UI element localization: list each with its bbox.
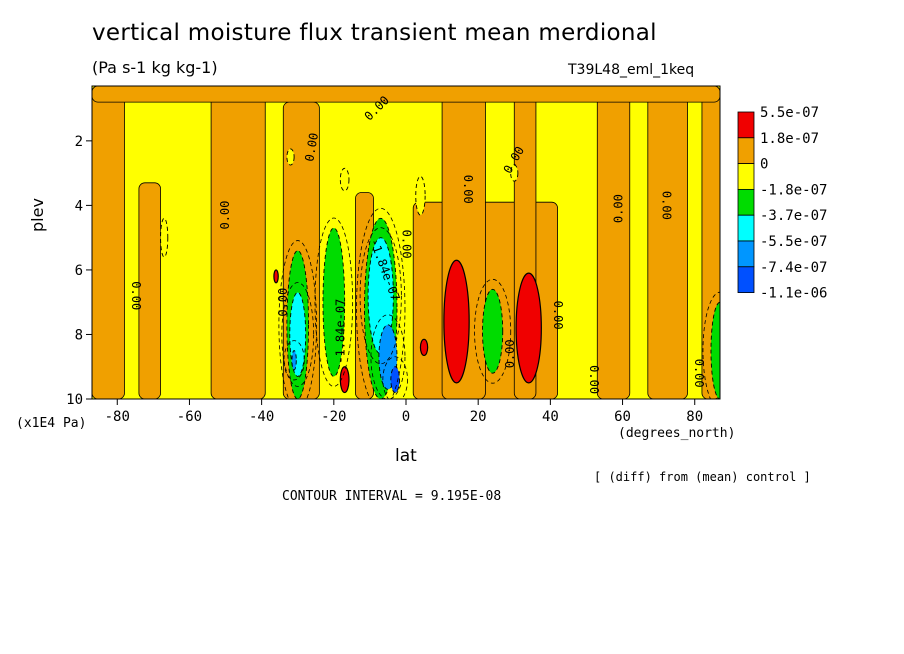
y-axis-unit: (x1E4 Pa): [16, 416, 87, 431]
contour-label: 0.00: [692, 359, 706, 388]
positive-band-1: [138, 182, 161, 399]
positive-band-2: [210, 86, 266, 399]
colorbar-label: -7.4e-07: [760, 260, 827, 276]
colorbar-swatch: [737, 111, 755, 139]
x-tick-label: 40: [542, 409, 559, 425]
y-tick-label: 6: [75, 263, 83, 279]
y-tick-label: 4: [75, 198, 83, 214]
outer-contour-8: [283, 340, 305, 381]
contour-lines: [160, 148, 720, 399]
contour-label: 0.00: [659, 191, 673, 220]
positive-cell-3: [339, 366, 350, 394]
negative-cell-8: [415, 175, 426, 216]
contour-label: 0.00: [129, 281, 143, 310]
x-tick-label: -60: [177, 409, 202, 425]
negative-cell-6: [339, 167, 350, 192]
contour-interval: CONTOUR INTERVAL = 9.195E-08: [282, 489, 502, 504]
positive-cell-2: [419, 338, 429, 357]
negative-cell-11: [322, 227, 346, 377]
positive-cell-1: [515, 272, 542, 384]
x-tick-label: -80: [105, 409, 130, 425]
outer-contour-1: [314, 217, 354, 387]
contour-label: 0.00: [461, 175, 475, 204]
x-tick-label: 60: [614, 409, 631, 425]
contour-label: 0.00: [302, 132, 321, 163]
contour-label: 0.00: [400, 230, 414, 259]
outer-contour-3: [474, 278, 512, 384]
negative-cell-5: [286, 148, 295, 166]
negative-cell-18: [291, 350, 297, 371]
colorbar: 5.5e-07 1.8e-07 0 -1.8e-07 -3.7e-07 -5.5e-07 -…: [737, 105, 827, 302]
y-axis-label: plev: [28, 198, 47, 232]
outer-contour-5: [281, 282, 315, 387]
colorbar-label: -3.7e-07: [760, 208, 827, 224]
contour-label: 0.00: [611, 194, 625, 223]
x-tick-label: -20: [321, 409, 346, 425]
outer-contour-6: [359, 227, 402, 365]
colorbar-label: -1.8e-07: [760, 182, 827, 198]
x-tick-label: 20: [470, 409, 487, 425]
chart-title: vertical moisture flux transient mean me…: [92, 20, 657, 46]
x-axis-unit: (degrees_north): [618, 426, 736, 441]
experiment-label: T39L48_eml_1keq: [568, 62, 695, 78]
outer-contour-7: [370, 314, 406, 399]
colorbar-swatch: [737, 214, 755, 242]
negative-cell-7: [160, 217, 169, 258]
contour-label: 0.00: [218, 201, 232, 230]
colorbar-swatch: [737, 266, 755, 293]
x-tick-label: 80: [686, 409, 703, 425]
outer-contour-9: [382, 356, 408, 399]
positive-band-0: [92, 86, 125, 399]
contour-label: 0.00: [551, 301, 565, 330]
contour-label: 0.00: [587, 365, 601, 394]
positive-band-11: [92, 86, 720, 103]
colorbar-label: 1.8e-07: [760, 131, 819, 147]
positive-cell-0: [443, 259, 470, 384]
colorbar-label: 0: [760, 157, 768, 173]
y-tick-label: 2: [75, 134, 83, 150]
x-axis-label: lat: [395, 446, 417, 466]
positive-band-8: [596, 86, 631, 399]
x-tick-label: 0: [402, 409, 410, 425]
outer-contour-0: [278, 240, 317, 399]
colorbar-swatch: [737, 163, 755, 190]
chart-units: (Pa s-1 kg kg-1): [92, 58, 218, 77]
colorbar-label: -1.1e-06: [760, 286, 827, 302]
contour-label: 0.00: [276, 288, 290, 317]
contour-label: 0.00: [503, 339, 517, 368]
colorbar-label: 5.5e-07: [760, 105, 819, 121]
positive-cell-4: [273, 269, 279, 284]
x-tick-label: -40: [249, 409, 274, 425]
contour-label: -1.84e-07: [334, 299, 348, 364]
colorbar-swatch: [737, 137, 755, 165]
y-tick-label: 8: [75, 327, 83, 343]
colorbar-label: -5.5e-07: [760, 234, 827, 250]
comparison-label: [ (diff) from (mean) control ]: [594, 470, 811, 484]
axes: -80 -60 -40 -20 0 20 40 60 80 2 4 6 8 10: [66, 134, 703, 425]
negative-cell-9: [510, 164, 519, 182]
negative-cell-16: [367, 237, 394, 355]
colorbar-swatch: [737, 188, 755, 216]
negative-cell-13: [482, 288, 504, 374]
negative-cell-19: [390, 366, 400, 393]
colorbar-swatch: [737, 240, 755, 268]
y-tick-label: 10: [66, 392, 83, 408]
positive-band-9: [647, 86, 688, 399]
outer-contour-2: [356, 207, 406, 399]
